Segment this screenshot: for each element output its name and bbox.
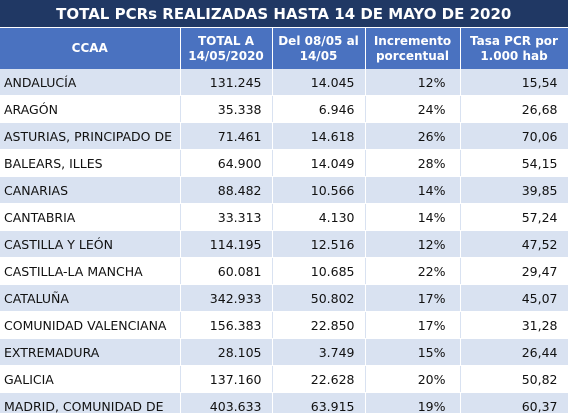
- table-cell: 10.685: [272, 257, 366, 285]
- header-cell: Del 08/05 al 14/05: [272, 27, 366, 69]
- table-cell: CASTILLA Y LEÓN: [0, 230, 181, 258]
- table-cell: 39,85: [460, 176, 568, 204]
- table-cell: 35.338: [180, 95, 273, 123]
- header-row: CCAA TOTAL A 14/05/2020 Del 08/05 al 14/05…: [0, 27, 568, 69]
- table-cell: CATALUÑA: [0, 284, 181, 312]
- table-row: BALEARS, ILLES 64.900 14.049 28% 54,15: [0, 149, 568, 177]
- table-row: GALICIA 137.160 22.628 20% 50,82: [0, 365, 568, 393]
- table-cell: 88.482: [180, 176, 273, 204]
- table-cell: 31,28: [460, 311, 568, 339]
- table-cell: 14.049: [272, 149, 366, 177]
- table-cell: 24%: [365, 95, 461, 123]
- table-cell: BALEARS, ILLES: [0, 149, 181, 177]
- table-cell: EXTREMADURA: [0, 338, 181, 366]
- table-cell: 14%: [365, 176, 461, 204]
- table-cell: GALICIA: [0, 365, 181, 393]
- table-cell: 26,44: [460, 338, 568, 366]
- table-cell: 114.195: [180, 230, 273, 258]
- table-cell: 20%: [365, 365, 461, 393]
- table-cell: 33.313: [180, 203, 273, 231]
- table-cell: 50.802: [272, 284, 366, 312]
- table-body: ANDALUCÍA 131.245 14.045 12% 15,54 ARAGÓN 35.3…: [0, 69, 568, 413]
- table-cell: 70,06: [460, 122, 568, 150]
- table-cell: 22.850: [272, 311, 366, 339]
- table-cell: 403.633: [180, 392, 273, 413]
- table-cell: 12%: [365, 69, 461, 96]
- table-cell: CANTABRIA: [0, 203, 181, 231]
- table-cell: CANARIAS: [0, 176, 181, 204]
- header-cell: TOTAL A 14/05/2020: [180, 27, 273, 69]
- table-cell: 10.566: [272, 176, 366, 204]
- table-cell: 60,37: [460, 392, 568, 413]
- table-cell: 12.516: [272, 230, 366, 258]
- table-cell: 156.383: [180, 311, 273, 339]
- table-cell: 14.045: [272, 69, 366, 96]
- table-cell: MADRID, COMUNIDAD DE: [0, 392, 181, 413]
- table-row: CASTILLA-LA MANCHA 60.081 10.685 22% 29,47: [0, 257, 568, 285]
- table-cell: 14%: [365, 203, 461, 231]
- table-row: ASTURIAS, PRINCIPADO DE 71.461 14.618 26% 70…: [0, 122, 568, 150]
- table-cell: COMUNIDAD VALENCIANA: [0, 311, 181, 339]
- table-row: CATALUÑA 342.933 50.802 17% 45,07: [0, 284, 568, 312]
- table-cell: 47,52: [460, 230, 568, 258]
- table-cell: 342.933: [180, 284, 273, 312]
- table-cell: 26,68: [460, 95, 568, 123]
- table-cell: 17%: [365, 284, 461, 312]
- table-cell: ASTURIAS, PRINCIPADO DE: [0, 122, 181, 150]
- table-cell: 54,15: [460, 149, 568, 177]
- table-cell: 64.900: [180, 149, 273, 177]
- table-cell: 12%: [365, 230, 461, 258]
- table-cell: 15,54: [460, 69, 568, 96]
- header-cell: Tasa PCR por 1.000 hab: [460, 27, 568, 69]
- table-cell: 29,47: [460, 257, 568, 285]
- table-cell: 19%: [365, 392, 461, 413]
- table-cell: 50,82: [460, 365, 568, 393]
- table-row: ARAGÓN 35.338 6.946 24% 26,68: [0, 95, 568, 123]
- table-cell: 22.628: [272, 365, 366, 393]
- table-row: COMUNIDAD VALENCIANA 156.383 22.850 17% 31,2…: [0, 311, 568, 339]
- table-cell: 28.105: [180, 338, 273, 366]
- table-row: MADRID, COMUNIDAD DE 403.633 63.915 19% 60,3…: [0, 392, 568, 413]
- table-cell: 45,07: [460, 284, 568, 312]
- table-row: CASTILLA Y LEÓN 114.195 12.516 12% 47,52: [0, 230, 568, 258]
- table-cell: 17%: [365, 311, 461, 339]
- table-cell: 14.618: [272, 122, 366, 150]
- table-row: CANARIAS 88.482 10.566 14% 39,85: [0, 176, 568, 204]
- table-cell: 63.915: [272, 392, 366, 413]
- table-row: EXTREMADURA 28.105 3.749 15% 26,44: [0, 338, 568, 366]
- table-cell: 22%: [365, 257, 461, 285]
- header-cell: CCAA: [0, 27, 181, 69]
- table-cell: 6.946: [272, 95, 366, 123]
- table-cell: CASTILLA-LA MANCHA: [0, 257, 181, 285]
- table-cell: ANDALUCÍA: [0, 69, 181, 96]
- table-cell: 131.245: [180, 69, 273, 96]
- table-cell: 57,24: [460, 203, 568, 231]
- header-cell: Incremento porcentual: [365, 27, 461, 69]
- table-cell: 60.081: [180, 257, 273, 285]
- table-cell: 15%: [365, 338, 461, 366]
- table-cell: 137.160: [180, 365, 273, 393]
- table-row: ANDALUCÍA 131.245 14.045 12% 15,54: [0, 69, 568, 96]
- table-cell: 71.461: [180, 122, 273, 150]
- table-row: CANTABRIA 33.313 4.130 14% 57,24: [0, 203, 568, 231]
- table-cell: 26%: [365, 122, 461, 150]
- table-cell: 3.749: [272, 338, 366, 366]
- table-cell: 4.130: [272, 203, 366, 231]
- table-title: TOTAL PCRs REALIZADAS HASTA 14 DE MAYO D…: [0, 0, 568, 28]
- table-cell: ARAGÓN: [0, 95, 181, 123]
- table-cell: 28%: [365, 149, 461, 177]
